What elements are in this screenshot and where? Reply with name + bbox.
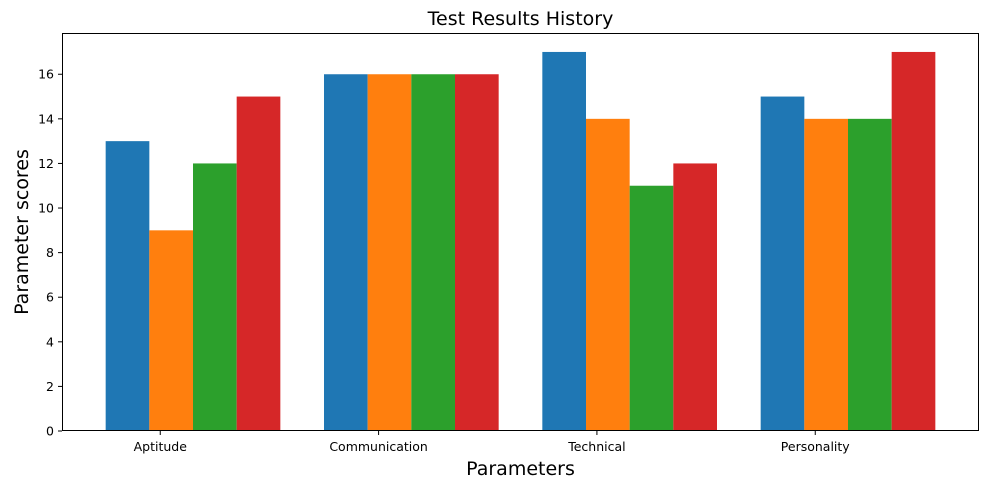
bar-personality-4 — [891, 51, 936, 431]
y-tick-label: 10 — [38, 201, 54, 216]
axes-layer: 0 2 4 6 8 10 12 14 16 Aptitude Communication Techni… — [38, 33, 979, 454]
bar-technical-3 — [629, 185, 674, 431]
bar-personality-3 — [848, 118, 892, 431]
plot-frame — [62, 33, 979, 431]
bar-aptitude-2 — [149, 230, 193, 431]
bar-communication-3 — [411, 74, 455, 431]
y-tick-label: 14 — [38, 111, 54, 126]
bar-technical-2 — [586, 118, 630, 431]
bar-aptitude-4 — [236, 96, 281, 432]
x-tick-label-personality: Personality — [781, 439, 851, 454]
bar-communication-4 — [455, 74, 499, 431]
y-tick-label: 0 — [46, 424, 54, 439]
x-axis-label: Parameters — [466, 458, 575, 480]
y-tick-label: 16 — [38, 67, 54, 82]
x-tick-label-technical: Technical — [567, 439, 625, 454]
y-tick-label: 6 — [46, 290, 54, 305]
x-tick-label-aptitude: Aptitude — [134, 439, 188, 454]
bar-aptitude-3 — [193, 163, 237, 431]
y-tick-label: 2 — [46, 379, 54, 394]
bar-personality-1 — [760, 96, 805, 432]
y-axis-label: Parameter scores — [11, 149, 33, 315]
bar-technical-1 — [542, 51, 586, 431]
x-tick-label-communication: Communication — [329, 439, 428, 454]
bar-personality-2 — [804, 118, 848, 431]
chart-title: Test Results History — [427, 8, 614, 30]
bar-aptitude-1 — [105, 141, 150, 431]
y-tick-label: 4 — [46, 334, 54, 349]
y-tick-label: 12 — [38, 156, 54, 171]
bars-layer — [105, 51, 936, 432]
bar-communication-2 — [367, 74, 412, 431]
y-tick-label: 8 — [46, 245, 54, 260]
bar-communication-1 — [324, 74, 368, 431]
bar-technical-4 — [673, 163, 717, 431]
